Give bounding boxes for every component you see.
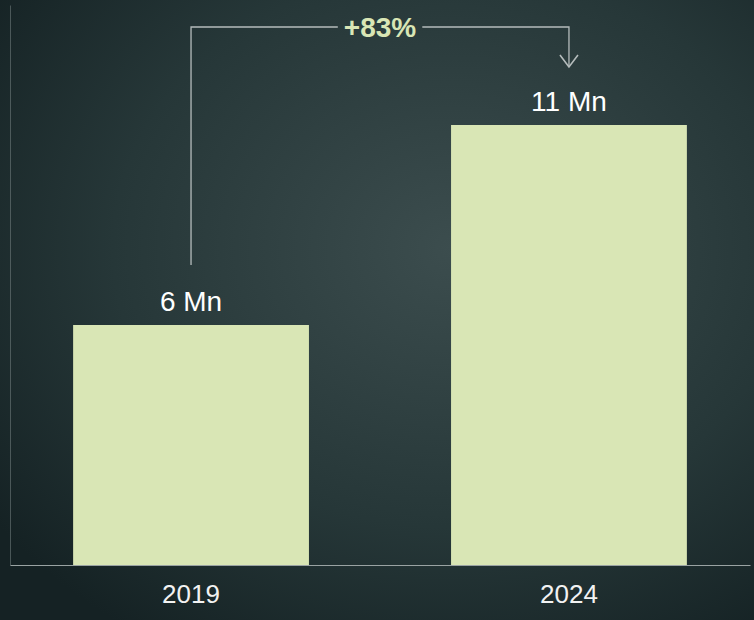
bar (73, 325, 309, 565)
y-axis-line (10, 6, 11, 566)
y-axis (10, 6, 11, 566)
data-labels: 6 Mn 11 Mn (160, 86, 607, 317)
x-tick: 2024 (540, 565, 598, 609)
bracket-arrow (560, 55, 578, 67)
x-tick: 2019 (162, 565, 220, 609)
data-label: 11 Mn (531, 86, 607, 117)
chart: 2019 2024 6 Mn 11 Mn +83% (0, 0, 754, 620)
bracket-line (422, 27, 569, 67)
annotation: +83% (191, 12, 578, 265)
x-tick-label: 2019 (162, 579, 220, 609)
bracket-line (191, 27, 338, 265)
annotation-text: +83% (344, 12, 416, 43)
data-label: 6 Mn (160, 286, 222, 317)
x-axis-line (11, 565, 751, 566)
x-tick-label: 2024 (540, 579, 598, 609)
background (0, 0, 754, 620)
x-axis: 2019 2024 (11, 565, 751, 609)
bar (451, 125, 687, 565)
bars (73, 125, 687, 565)
